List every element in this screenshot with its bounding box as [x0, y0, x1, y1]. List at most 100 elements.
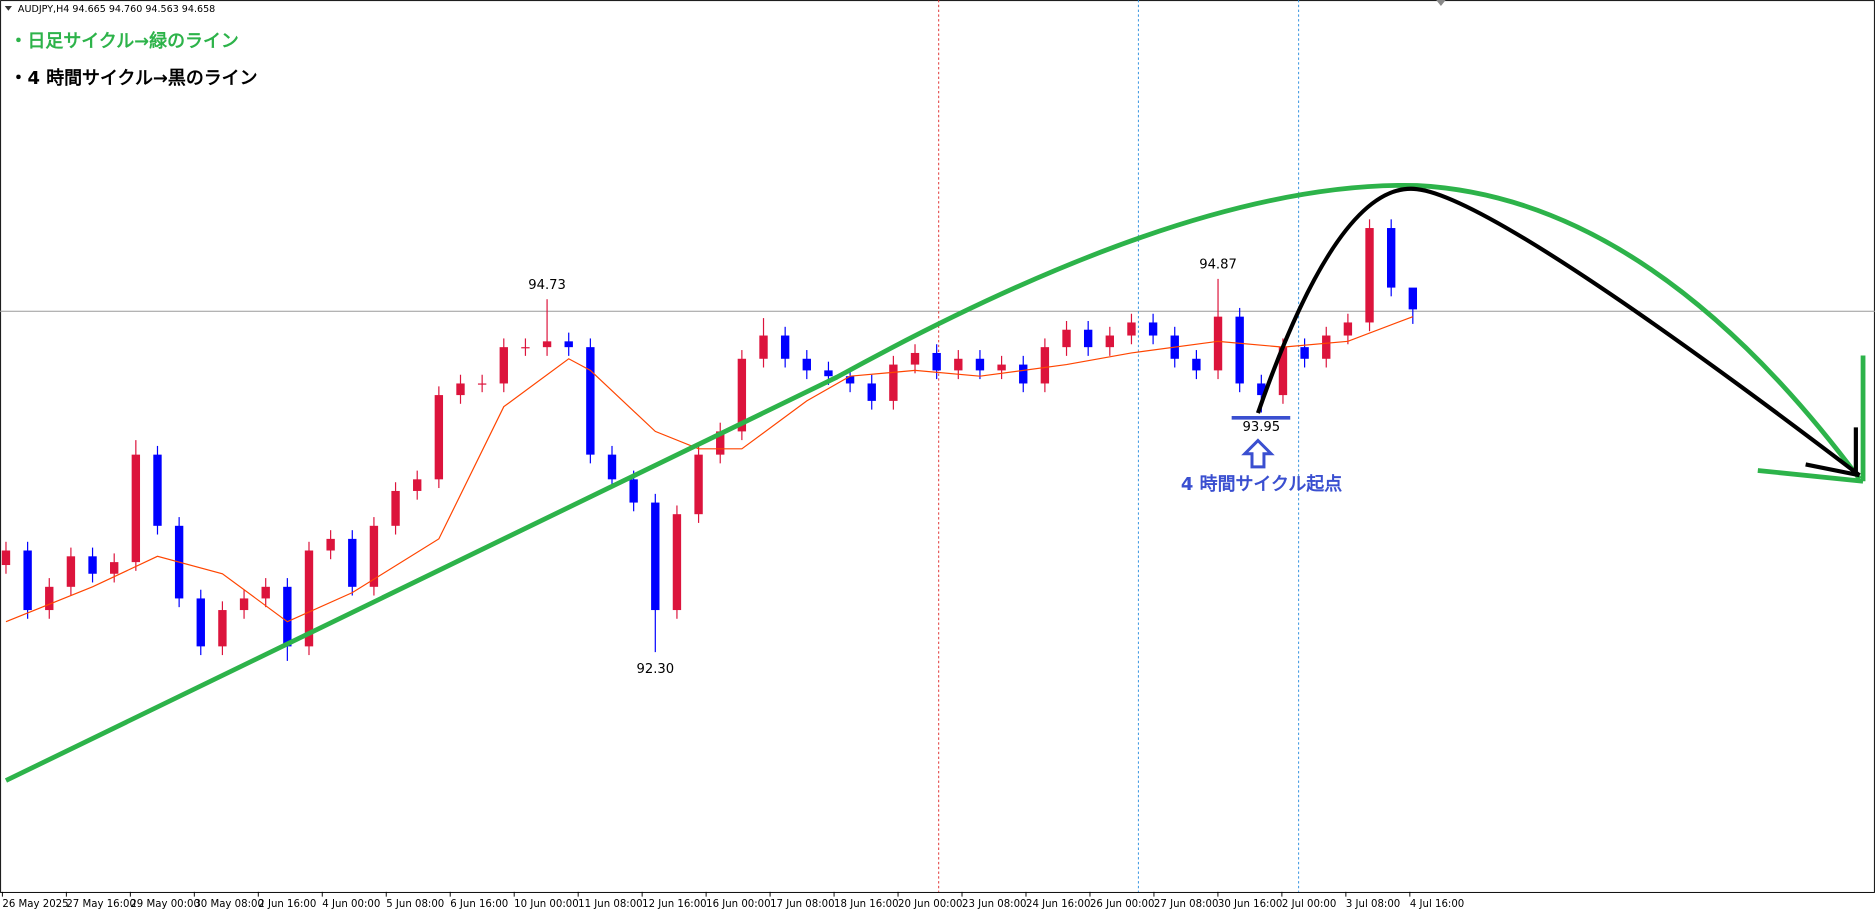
x-tick-label: 5 Jun 08:00 [386, 899, 444, 910]
candle-body [369, 525, 379, 587]
price-label: 94.87 [1199, 258, 1237, 273]
x-tick-label: 27 May 16:00 [66, 899, 136, 910]
candle-body [542, 341, 552, 348]
candle-body [456, 383, 465, 396]
candle-body [1278, 347, 1288, 396]
note: ・4 時間サイクル→黒のライン [10, 68, 258, 89]
x-tick-label: 27 Jun 08:00 [1154, 899, 1218, 910]
candle-body [607, 454, 617, 480]
x-tick-label: 18 Jun 16:00 [834, 899, 898, 910]
candle-body [131, 454, 141, 563]
candle-body [802, 358, 811, 371]
x-tick-label: 10 Jun 00:00 [514, 899, 578, 910]
x-tick-label: 11 Jun 08:00 [578, 899, 642, 910]
candle-body [845, 376, 855, 384]
candle-body [1213, 316, 1223, 371]
h4-cycle-line [1255, 186, 1861, 477]
candle-body [737, 358, 747, 432]
x-tick-label: 2 Jun 16:00 [258, 899, 316, 910]
candle-body [910, 352, 920, 365]
candle-body [975, 358, 985, 371]
candle-body [651, 502, 660, 611]
candle-body [1322, 335, 1331, 359]
candle-body [824, 370, 833, 377]
x-tick-label: 30 May 08:00 [194, 899, 264, 910]
candle-body [326, 538, 335, 551]
candle-body [66, 556, 76, 587]
candles [1, 219, 1418, 661]
candle-body [88, 556, 97, 574]
candle-body [694, 454, 703, 515]
candle-body [218, 610, 227, 647]
candle-body [889, 364, 898, 401]
x-tick-label: 3 Jul 08:00 [1346, 899, 1400, 910]
candle-body [434, 395, 444, 480]
candle-body [1148, 322, 1158, 336]
price-label: 93.95 [1242, 420, 1280, 435]
x-tick-label: 4 Jul 16:00 [1410, 899, 1464, 910]
candle-body [261, 586, 270, 599]
candle-body [391, 490, 400, 526]
price-label: 92.30 [636, 662, 674, 677]
candle-body [499, 347, 508, 384]
x-tick-label: 4 Jun 00:00 [322, 899, 380, 910]
candle-body [1235, 316, 1244, 384]
x-tick-label: 24 Jun 16:00 [1026, 899, 1090, 910]
candle-body [1019, 364, 1028, 384]
candle-body [283, 586, 292, 647]
candle-body [1083, 329, 1093, 348]
candle-body [672, 514, 682, 611]
note: ・日足サイクル→緑のライン [10, 30, 239, 52]
candle-body [1408, 287, 1418, 310]
candle-body [564, 341, 573, 348]
annotation: 4 時間サイクル起点 [1181, 473, 1342, 495]
candle-body [153, 454, 162, 526]
candle-body [45, 586, 54, 611]
x-tick-label: 17 Jun 08:00 [770, 899, 834, 910]
candle-body [867, 383, 876, 401]
candle-body [110, 562, 119, 574]
candle-body [780, 335, 790, 359]
x-tick-label: 16 Jun 00:00 [706, 899, 770, 910]
marker [1436, 0, 1446, 6]
daily-cycle-line [4, 183, 1862, 783]
candle-body [954, 358, 963, 371]
candle-body [1386, 228, 1396, 288]
x-tick-label: 12 Jun 16:00 [642, 899, 706, 910]
x-tick-label: 26 May 2025 [2, 899, 68, 910]
candle-body [1, 550, 11, 566]
h4-arrow-head [1805, 427, 1860, 478]
daily-arrow-head [1757, 355, 1866, 484]
up-arrow [1241, 438, 1275, 469]
candle-body [932, 352, 941, 371]
x-tick-label: 23 Jun 08:00 [962, 899, 1026, 910]
candle-body [629, 479, 638, 503]
candle-body [1257, 383, 1266, 396]
candle-body [1300, 347, 1309, 359]
x-tick-label: 29 May 00:00 [130, 899, 200, 910]
header: AUDJPY,H4 94.665 94.760 94.563 94.658 [18, 4, 215, 15]
candle-body [586, 347, 595, 455]
x-tick-label: 30 Jun 16:00 [1218, 899, 1282, 910]
x-tick-label: 20 Jun 00:00 [898, 899, 962, 910]
candle-body [23, 550, 32, 611]
candle-body [997, 364, 1006, 371]
candle-body [196, 598, 205, 647]
price-label: 94.73 [528, 278, 566, 293]
candle-body [1192, 358, 1201, 371]
candle-body [304, 550, 314, 647]
x-tick-label: 6 Jun 16:00 [450, 899, 508, 910]
candle-body [716, 431, 725, 455]
candle-body [1343, 322, 1353, 336]
candle-body [759, 335, 768, 359]
candle-body [521, 347, 530, 349]
candle-body [348, 538, 357, 587]
candle-body [1365, 228, 1374, 323]
x-tick-label: 26 Jun 00:00 [1090, 899, 1154, 910]
candle-body [413, 479, 422, 491]
x-tick-label: 2 Jul 00:00 [1282, 899, 1336, 910]
candle-body [1127, 322, 1136, 336]
